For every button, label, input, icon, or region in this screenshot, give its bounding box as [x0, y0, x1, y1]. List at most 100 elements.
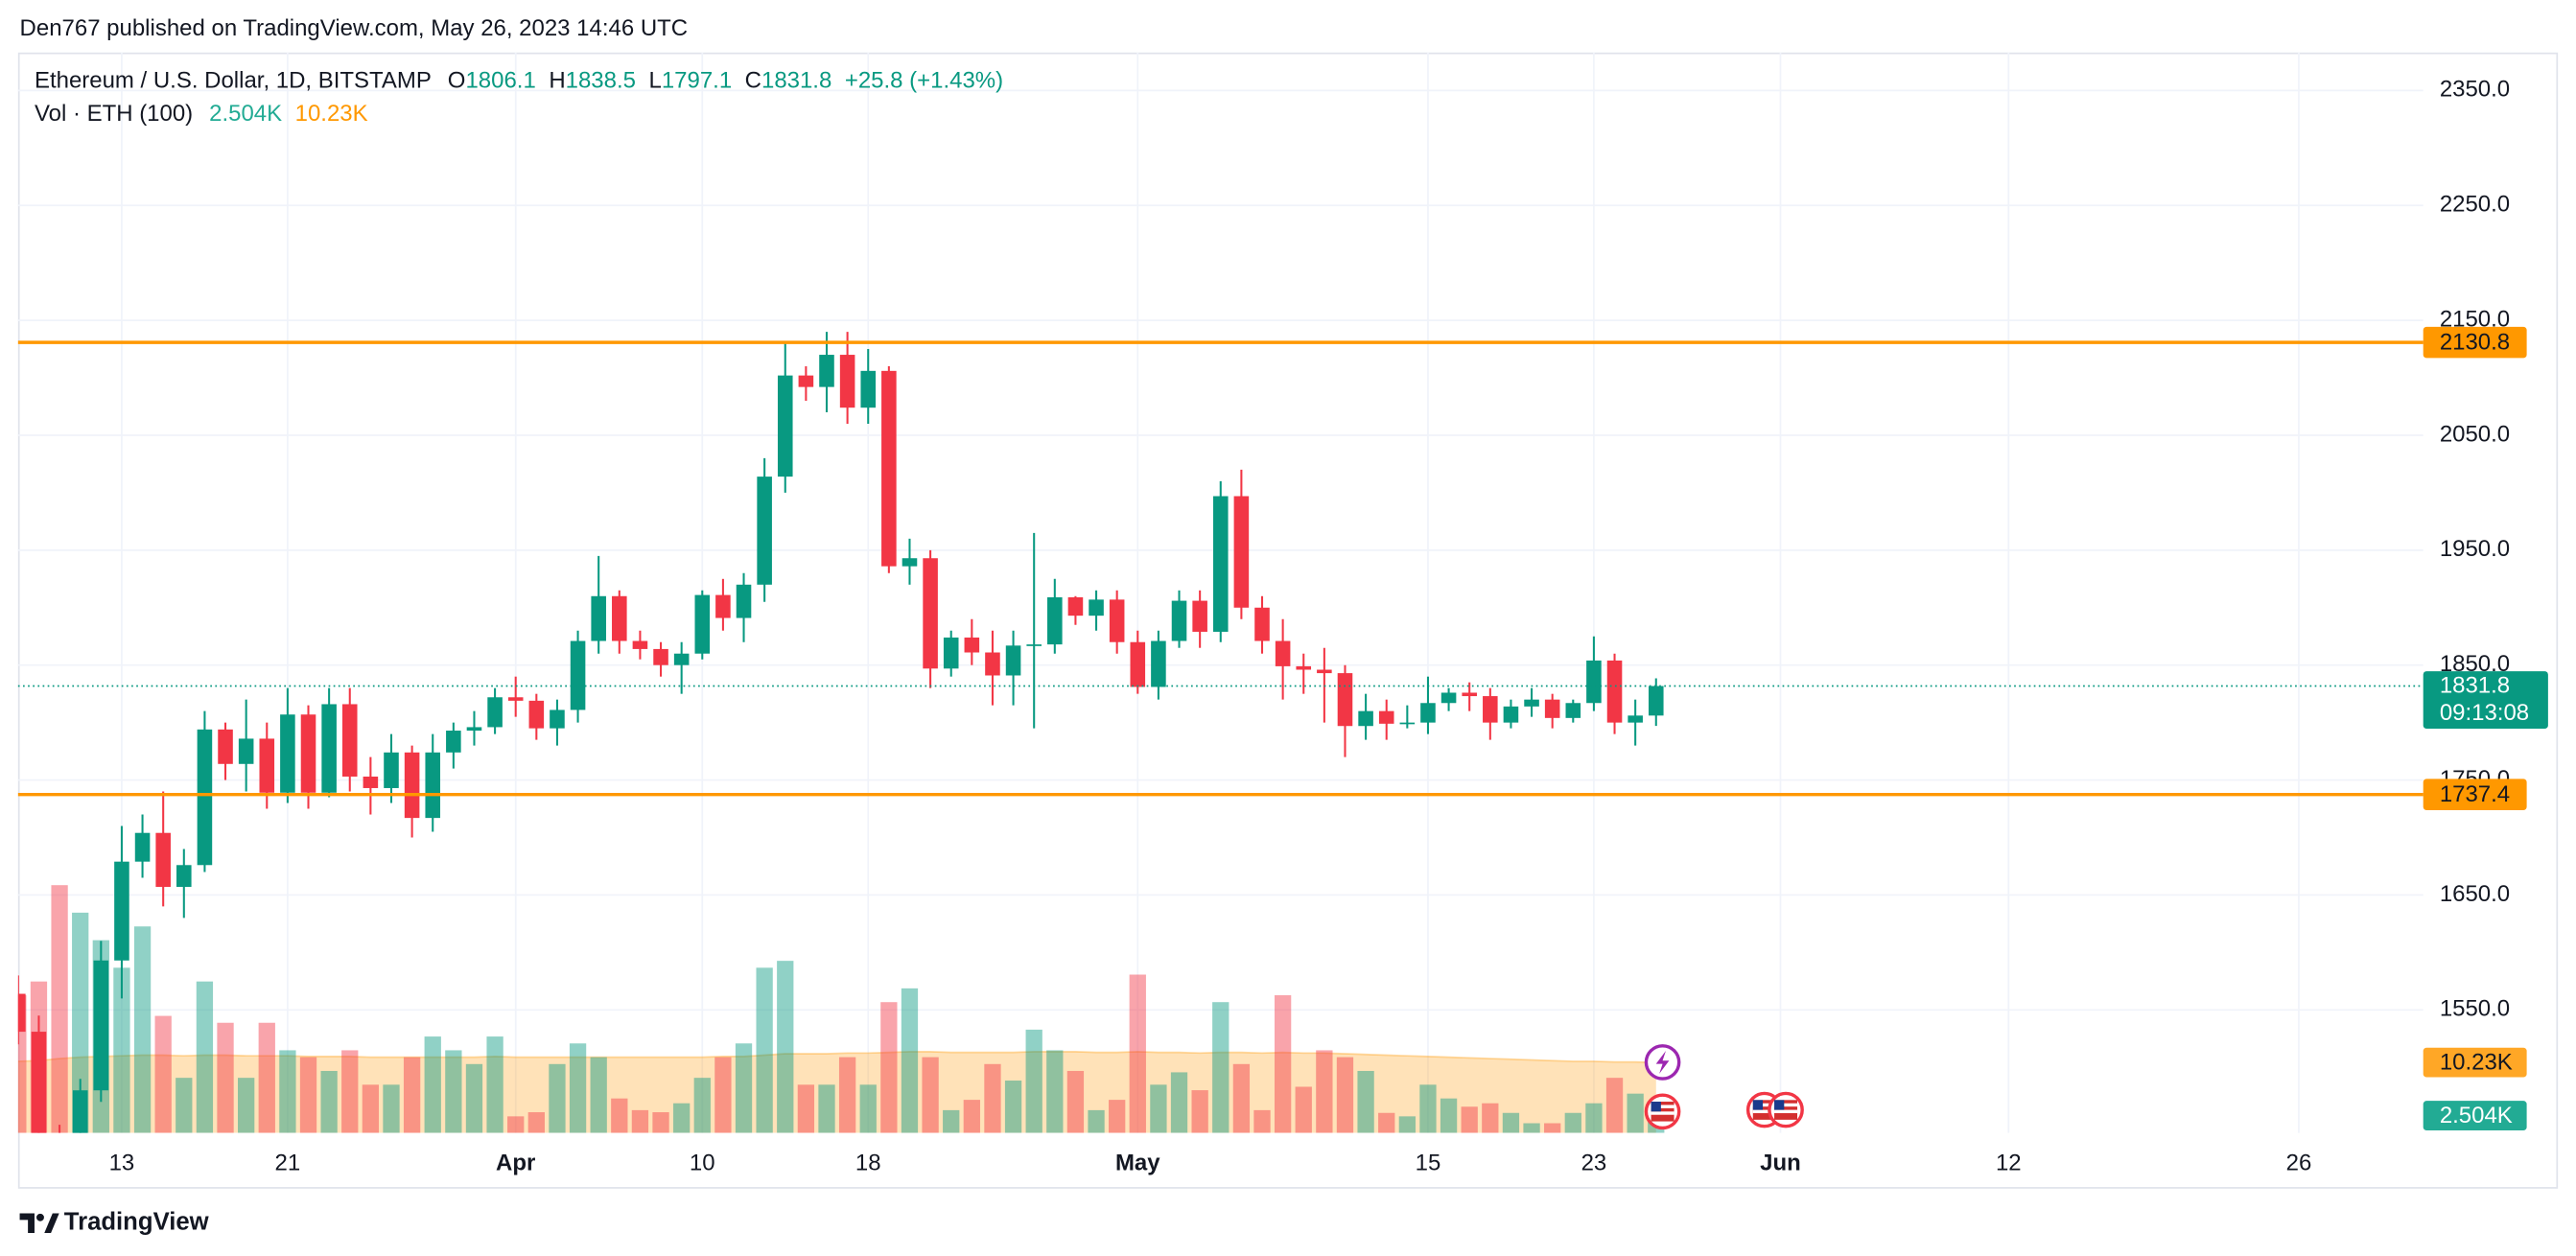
legend-value: 1797.1: [662, 68, 732, 94]
x-tick-label: 10: [690, 1150, 715, 1175]
candle-body: [487, 697, 503, 728]
candle-body: [446, 731, 461, 753]
candle-body: [694, 594, 711, 654]
candle-body: [1109, 599, 1125, 642]
volume-bar: [217, 1022, 234, 1133]
volume-bar: [17, 995, 27, 1133]
legend-value: 1838.5: [566, 68, 636, 94]
candle-body: [839, 355, 855, 408]
candle-body: [632, 640, 648, 649]
volume-bar: [51, 885, 68, 1133]
volume-bar: [1088, 1109, 1105, 1133]
volume-legend: Vol · ETH (100) 2.504K 10.23K: [35, 101, 368, 127]
volume-bar: [673, 1103, 691, 1133]
candle-body: [1565, 703, 1581, 718]
volume-bar: [1461, 1106, 1478, 1133]
volume-bar: [176, 1078, 193, 1133]
candle-body: [1420, 703, 1436, 723]
volume-bar: [1232, 1063, 1251, 1133]
countdown-label: 09:13:08: [2440, 700, 2529, 726]
legend-label: C: [745, 68, 761, 94]
volume-bar: [1440, 1098, 1458, 1133]
last-price-label: 1831.8: [2440, 673, 2510, 699]
legend-value: 1831.8: [761, 68, 831, 94]
candle-body: [425, 752, 441, 819]
volume-bar: [838, 1057, 856, 1133]
volume-bar: [341, 1050, 359, 1133]
x-tick-label: Jun: [1760, 1150, 1801, 1175]
candle-body: [1524, 699, 1539, 707]
volume-ma-last: 10.23K: [295, 101, 368, 127]
candle-body: [1462, 692, 1477, 697]
candle-body: [1399, 722, 1416, 725]
flag-icon: [1644, 1093, 1681, 1130]
candle-body: [612, 595, 627, 641]
candle-body: [134, 832, 151, 862]
volume-last: 2.504K: [209, 101, 282, 127]
overlay: 2350.02250.02150.02050.01950.01850.01750…: [17, 77, 2548, 1175]
candle-body: [238, 738, 254, 764]
volume-bar: [258, 1022, 275, 1133]
volume-bar: [777, 961, 794, 1133]
x-tick-label: 21: [275, 1150, 301, 1175]
volume-bar: [320, 1070, 338, 1133]
volume-bar: [1378, 1112, 1395, 1133]
volume-bar: [1129, 974, 1146, 1133]
candle-body: [1171, 600, 1187, 641]
volume-bar: [963, 1100, 980, 1133]
candle-body: [1005, 645, 1021, 676]
candle-body: [72, 1090, 88, 1133]
candle-body: [591, 595, 606, 641]
x-tick-label: 15: [1416, 1150, 1441, 1175]
candle-body: [1503, 706, 1519, 723]
brand-name: TradingView: [64, 1209, 210, 1236]
volume-bar: [756, 967, 773, 1133]
volume-bar: [383, 1084, 400, 1133]
candle-body: [1483, 696, 1498, 723]
candle-body: [528, 700, 545, 729]
candle-body: [923, 558, 938, 669]
volume-bar: [1066, 1070, 1085, 1133]
volume-bar: [445, 1050, 462, 1133]
volume-bar: [1419, 1084, 1437, 1133]
candle-body: [1544, 699, 1560, 718]
volume-bar: [1502, 1112, 1520, 1133]
level-label: 2130.8: [2440, 329, 2510, 355]
volume-bar: [72, 912, 89, 1133]
volume-bar: [901, 988, 919, 1133]
legend: Ethereum / U.S. Dollar, 1D, BITSTAMP O18…: [35, 68, 1003, 94]
candle-body: [757, 477, 772, 585]
candle-body: [404, 752, 420, 819]
y-tick-label: 2250.0: [2440, 192, 2510, 218]
volume-last-box: [2423, 1101, 2527, 1131]
level-label-box: [2423, 779, 2527, 810]
candle-body: [300, 714, 316, 793]
candle-body: [93, 960, 109, 1091]
x-tick-label: 26: [2286, 1150, 2312, 1175]
volume-bar: [403, 1057, 421, 1133]
candle-body: [1440, 692, 1457, 704]
candle-body: [985, 652, 1000, 676]
candle-body: [1089, 599, 1104, 616]
candle-body: [466, 727, 482, 732]
volume-bar: [1046, 1050, 1064, 1133]
volume-ma-area: [17, 1051, 1656, 1133]
volume-bar: [1585, 1103, 1603, 1133]
volume-bar: [818, 1084, 835, 1133]
volume-bar: [569, 1043, 587, 1133]
candle-body: [798, 375, 814, 387]
volume-bar: [1253, 1109, 1271, 1133]
grid: [17, 52, 2424, 1133]
volume-bar: [1295, 1086, 1312, 1133]
volume-ma-axis-label: 10.23K: [2440, 1049, 2513, 1075]
candle-body: [964, 637, 980, 653]
volume-bar: [880, 1002, 898, 1133]
y-tick-label: 1550.0: [2440, 996, 2510, 1022]
volume-bar: [1212, 1002, 1229, 1133]
volume-bar: [1605, 1078, 1624, 1133]
level-label: 1737.4: [2440, 781, 2510, 807]
x-tick-label: May: [1115, 1150, 1160, 1175]
volume-bar: [1482, 1103, 1499, 1133]
